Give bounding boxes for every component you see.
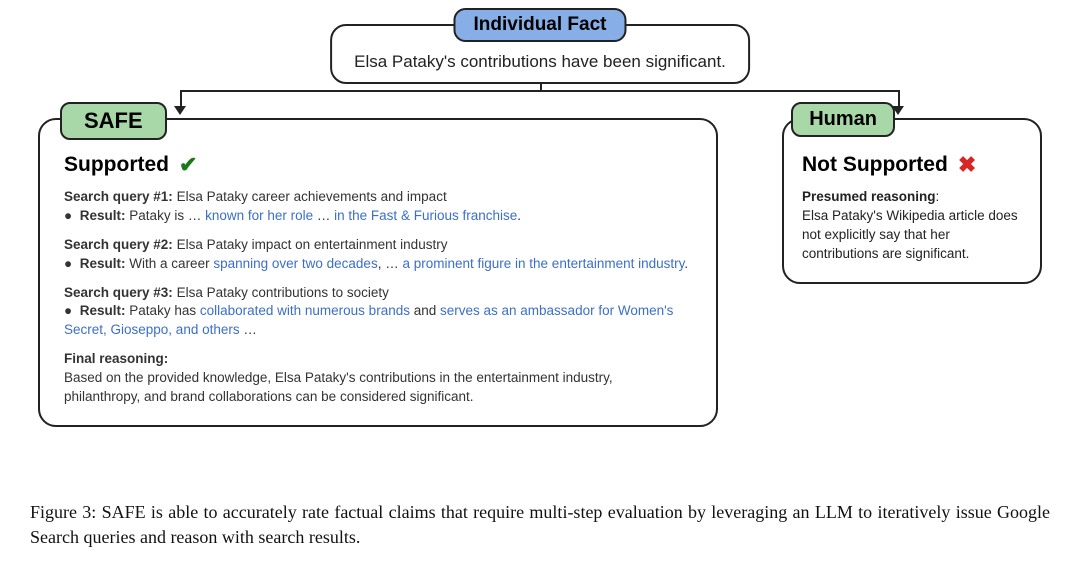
query-block-2: Search query #2: Elsa Pataky impact on e… bbox=[64, 236, 692, 274]
query-block-1: Search query #1: Elsa Pataky career achi… bbox=[64, 188, 692, 226]
colon: : bbox=[936, 189, 940, 204]
cross-icon: ✖ bbox=[958, 152, 976, 178]
bullet-icon: ● bbox=[64, 207, 76, 226]
fact-header: Individual Fact bbox=[453, 8, 626, 42]
result-3-suffix: … bbox=[240, 322, 257, 337]
result-2-link1: spanning over two decades bbox=[213, 256, 377, 271]
result-1-mid: … bbox=[313, 208, 334, 223]
caption-prefix: Figure 3: bbox=[30, 502, 102, 522]
final-reasoning: Final reasoning: Based on the provided k… bbox=[64, 350, 692, 407]
result-label-1: Result: bbox=[80, 208, 126, 223]
safe-verdict-text: Supported bbox=[64, 153, 169, 177]
result-label-3: Result: bbox=[80, 303, 126, 318]
result-3-prefix: Pataky has bbox=[129, 303, 200, 318]
human-verdict: Not Supported ✖ bbox=[802, 152, 1022, 178]
result-1-suffix: . bbox=[517, 208, 521, 223]
human-box: Not Supported ✖ Presumed reasoning: Elsa… bbox=[782, 118, 1042, 284]
final-text: Based on the provided knowledge, Elsa Pa… bbox=[64, 369, 692, 407]
query-2-title: Search query #2: bbox=[64, 237, 173, 252]
presumed-text: Elsa Pataky's Wikipedia article does not… bbox=[802, 207, 1022, 264]
figure-caption: Figure 3: SAFE is able to accurately rat… bbox=[30, 500, 1050, 549]
result-1-link1: known for her role bbox=[205, 208, 313, 223]
human-verdict-text: Not Supported bbox=[802, 153, 948, 177]
query-3-title: Search query #3: bbox=[64, 285, 173, 300]
result-2-prefix: With a career bbox=[129, 256, 213, 271]
result-3-mid: and bbox=[410, 303, 440, 318]
presumed-title: Presumed reasoning bbox=[802, 189, 936, 204]
connector-horizontal bbox=[180, 90, 900, 92]
final-title: Final reasoning: bbox=[64, 350, 692, 369]
result-label-2: Result: bbox=[80, 256, 126, 271]
query-2-text: Elsa Pataky impact on entertainment indu… bbox=[173, 237, 448, 252]
result-2-link2: a prominent figure in the entertainment … bbox=[402, 256, 684, 271]
result-2-mid: , … bbox=[378, 256, 403, 271]
safe-box: Supported ✔ Search query #1: Elsa Pataky… bbox=[38, 118, 718, 427]
caption-text: SAFE is able to accurately rate factual … bbox=[30, 502, 1050, 546]
presumed-reasoning: Presumed reasoning: Elsa Pataky's Wikipe… bbox=[802, 188, 1022, 264]
safe-label: SAFE bbox=[60, 102, 167, 140]
result-1-link2: in the Fast & Furious franchise bbox=[334, 208, 517, 223]
query-1-text: Elsa Pataky career achievements and impa… bbox=[173, 189, 447, 204]
query-block-3: Search query #3: Elsa Pataky contributio… bbox=[64, 284, 692, 341]
human-label: Human bbox=[791, 102, 895, 137]
query-1-title: Search query #1: bbox=[64, 189, 173, 204]
result-2-suffix: . bbox=[684, 256, 688, 271]
bullet-icon: ● bbox=[64, 302, 76, 321]
result-1-prefix: Pataky is … bbox=[129, 208, 205, 223]
query-3-text: Elsa Pataky contributions to society bbox=[173, 285, 389, 300]
fact-header-wrap: Individual Fact bbox=[453, 8, 626, 42]
fact-text: Elsa Pataky's contributions have been si… bbox=[354, 52, 726, 71]
arrow-left bbox=[174, 106, 186, 115]
check-icon: ✔ bbox=[179, 152, 197, 178]
bullet-icon: ● bbox=[64, 255, 76, 274]
result-3-link1: collaborated with numerous brands bbox=[200, 303, 410, 318]
safe-verdict: Supported ✔ bbox=[64, 152, 692, 178]
